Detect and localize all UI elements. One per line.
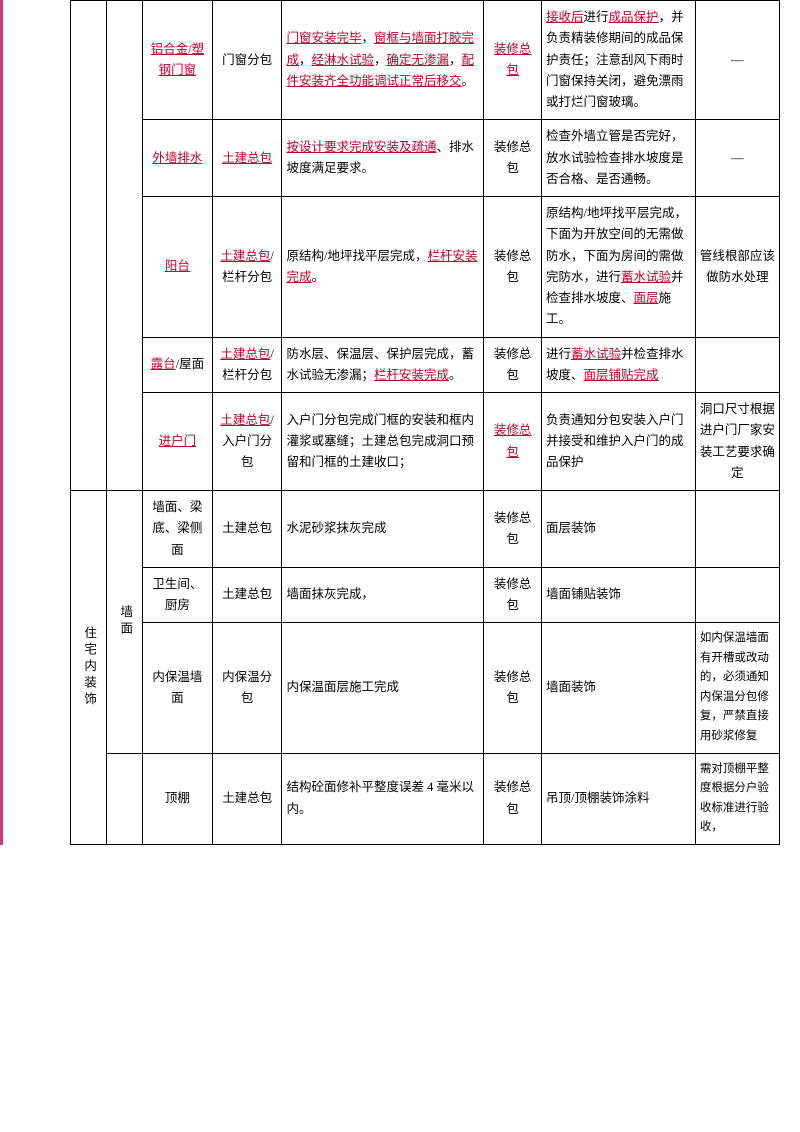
group-col-1 (71, 1, 107, 491)
cell-c5: 内保温面层施工完成 (282, 623, 484, 753)
cell-c4: 土建总包/栏杆分包 (212, 197, 282, 338)
spec-table: 铝合金/塑钢门窗门窗分包门窗安装完毕，窗框与墙面打胶完成，经淋水试验，确定无渗漏… (70, 0, 780, 845)
cell-c8 (695, 491, 779, 568)
cell-c7: 接收后进行成品保护，并负责精装修期间的成品保护责任；注意刮风下雨时门窗保持关闭，… (542, 1, 696, 120)
cell-c7: 墙面装饰 (542, 623, 696, 753)
cell-c3: 进户门 (143, 393, 213, 491)
cell-c6: 装修总包 (484, 491, 542, 568)
sub-blank (107, 753, 143, 844)
cell-c7: 墙面铺贴装饰 (542, 567, 696, 623)
cell-c8: 需对顶棚平整度根据分户验收标准进行验收， (695, 753, 779, 844)
cell-c5: 结构砼面修补平整度误差 4 毫米以内。 (282, 753, 484, 844)
cell-c5: 门窗安装完毕，窗框与墙面打胶完成，经淋水试验，确定无渗漏，配件安装齐全功能调试正… (282, 1, 484, 120)
cell-c4: 内保温分包 (212, 623, 282, 753)
cell-c3: 露台/屋面 (143, 337, 213, 393)
cell-c3: 卫生间、厨房 (143, 567, 213, 623)
cell-c8: — (695, 1, 779, 120)
cell-c4: 土建总包/入户门分包 (212, 393, 282, 491)
cell-c4: 土建总包 (212, 491, 282, 568)
cell-c4: 门窗分包 (212, 1, 282, 120)
cell-c7: 面层装饰 (542, 491, 696, 568)
sub-label: 墙面 (107, 491, 143, 754)
cell-c3: 铝合金/塑钢门窗 (143, 1, 213, 120)
cell-c4: 土建总包 (212, 753, 282, 844)
cell-c8 (695, 567, 779, 623)
cell-c8: 如内保温墙面有开槽或改动的，必须通知内保温分包修复，严禁直接用砂浆修复 (695, 623, 779, 753)
cell-c8: 管线根部应该做防水处理 (695, 197, 779, 338)
cell-c6: 装修总包 (484, 753, 542, 844)
cell-c5: 入户门分包完成门框的安装和框内灌浆或塞缝；土建总包完成洞口预留和门框的土建收口； (282, 393, 484, 491)
cell-c4: 土建总包 (212, 120, 282, 197)
cell-c6: 装修总包 (484, 567, 542, 623)
cell-c7: 负责通知分包安装入户门并接受和维护入户门的成品保护 (542, 393, 696, 491)
cell-c7: 原结构/地坪找平层完成，下面为开放空间的无需做防水，下面为房间的需做完防水，进行… (542, 197, 696, 338)
cell-c3: 外墙排水 (143, 120, 213, 197)
cell-c5: 墙面抹灰完成， (282, 567, 484, 623)
cell-c5: 防水层、保温层、保护层完成，蓄水试验无渗漏；栏杆安装完成。 (282, 337, 484, 393)
cell-c7: 吊顶/顶棚装饰涂料 (542, 753, 696, 844)
cell-c6: 装修总包 (484, 1, 542, 120)
cell-c3: 阳台 (143, 197, 213, 338)
cell-c5: 原结构/地坪找平层完成，栏杆安装完成。 (282, 197, 484, 338)
group-col-2 (107, 1, 143, 491)
cell-c3: 内保温墙面 (143, 623, 213, 753)
cell-c8: — (695, 120, 779, 197)
cell-c6: 装修总包 (484, 337, 542, 393)
cell-c4: 土建总包 (212, 567, 282, 623)
cell-c3: 顶棚 (143, 753, 213, 844)
cell-c5: 按设计要求完成安装及疏通、排水坡度满足要求。 (282, 120, 484, 197)
cell-c8 (695, 337, 779, 393)
cell-c6: 装修总包 (484, 393, 542, 491)
cell-c7: 进行蓄水试验并检查排水坡度、面层铺贴完成 (542, 337, 696, 393)
cell-c6: 装修总包 (484, 120, 542, 197)
cell-c8: 洞口尺寸根据进户门厂家安装工艺要求确定 (695, 393, 779, 491)
cell-c3: 墙面、梁底、梁侧面 (143, 491, 213, 568)
cell-c5: 水泥砂浆抹灰完成 (282, 491, 484, 568)
cell-c6: 装修总包 (484, 623, 542, 753)
cell-c6: 装修总包 (484, 197, 542, 338)
group-label: 住宅内装饰 (71, 491, 107, 845)
cell-c7: 检查外墙立管是否完好，放水试验检查排水坡度是否合格、是否通畅。 (542, 120, 696, 197)
cell-c4: 土建总包/栏杆分包 (212, 337, 282, 393)
